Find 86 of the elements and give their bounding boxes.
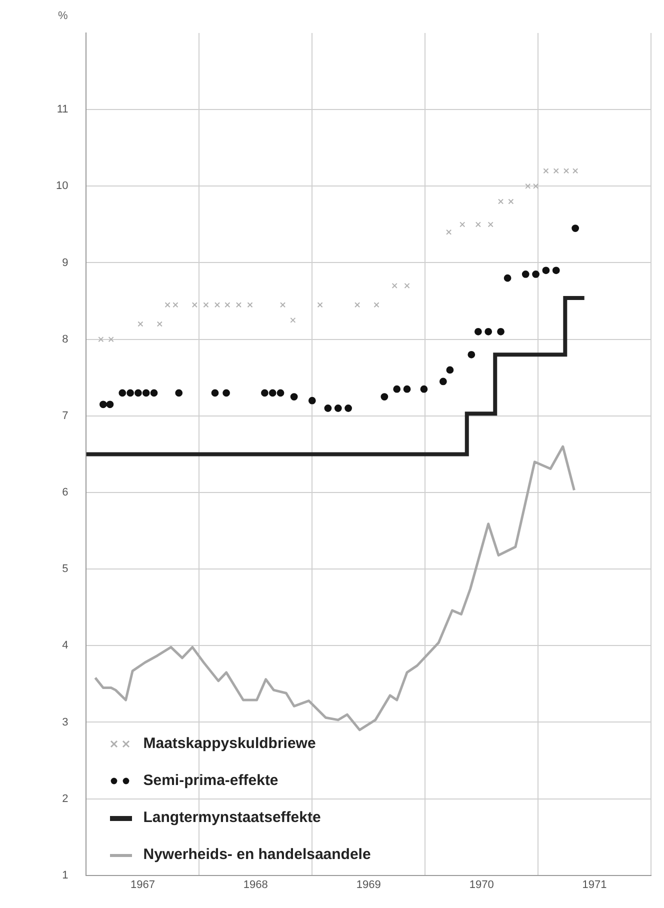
- point: [522, 270, 530, 278]
- point: [261, 389, 268, 397]
- legend-label: Nywerheids- en handelsaandele: [143, 846, 371, 864]
- point: [138, 321, 144, 327]
- point: [118, 389, 126, 397]
- point: [99, 400, 107, 408]
- point: [533, 183, 539, 189]
- point: [572, 224, 580, 232]
- point: [404, 282, 410, 288]
- y-tick-label: 7: [62, 410, 68, 422]
- point: [468, 350, 476, 358]
- x-tick-label: 1970: [469, 879, 494, 892]
- y-tick-label: 3: [62, 716, 68, 728]
- point: [497, 328, 504, 336]
- y-tick-label: 8: [62, 333, 68, 346]
- y-tick-label: 5: [62, 563, 68, 576]
- x-tick-label: 1969: [356, 879, 381, 892]
- legend-label: Maatskappyskuldbriewe: [143, 735, 316, 752]
- point: [475, 222, 481, 228]
- point: [564, 168, 570, 174]
- y-tick-label: 11: [56, 104, 68, 116]
- point: [175, 389, 183, 397]
- x-tick-label: 1967: [130, 879, 155, 892]
- point: [542, 266, 550, 274]
- point: [290, 317, 296, 323]
- point: [525, 183, 531, 189]
- point: [439, 378, 447, 386]
- point: [532, 270, 540, 278]
- point: [380, 393, 388, 400]
- point: [222, 389, 230, 397]
- point: [106, 400, 114, 408]
- point: [280, 302, 286, 308]
- point: [203, 302, 209, 308]
- y-axis-title: %: [58, 10, 68, 22]
- point: [156, 321, 162, 327]
- point: [142, 389, 150, 397]
- point: [317, 302, 323, 308]
- point: [446, 366, 454, 374]
- legend-label: Langtermynstaatseffekte: [143, 809, 321, 826]
- y-tick-label: 2: [62, 792, 68, 805]
- point: [134, 389, 142, 397]
- point: [460, 222, 466, 228]
- point: [446, 229, 452, 235]
- point: [334, 404, 342, 412]
- point: [214, 302, 220, 308]
- point: [488, 222, 494, 228]
- point: [98, 336, 104, 342]
- point: [150, 389, 158, 397]
- y-tick-label: 10: [56, 180, 68, 192]
- point: [498, 198, 504, 204]
- point: [172, 302, 178, 308]
- point: [374, 302, 380, 308]
- point: [224, 302, 230, 308]
- y-tick-label: 9: [62, 256, 68, 269]
- point: [543, 168, 549, 174]
- point: [290, 393, 298, 400]
- point: [393, 385, 401, 393]
- point: [504, 274, 512, 282]
- point: [268, 389, 276, 397]
- point: [484, 328, 492, 336]
- point: [344, 404, 352, 412]
- point: [552, 266, 560, 274]
- x-tick-label: 1971: [582, 879, 607, 892]
- point: [211, 389, 219, 397]
- point: [324, 404, 332, 412]
- point: [308, 396, 316, 404]
- point: [192, 302, 198, 308]
- y-tick-label: 6: [62, 486, 68, 499]
- point: [474, 328, 482, 336]
- point: [403, 385, 411, 393]
- point: [108, 336, 114, 342]
- point: [572, 168, 578, 174]
- y-tick-label: 4: [62, 640, 68, 652]
- point: [392, 282, 398, 288]
- y-tick-label: 1: [62, 869, 68, 882]
- point: [276, 389, 284, 397]
- point: [553, 168, 559, 174]
- legend-label: Semi-prima-effekte: [143, 772, 278, 790]
- point: [236, 302, 242, 308]
- point: [126, 389, 134, 397]
- point: [164, 302, 170, 308]
- point: [508, 198, 514, 204]
- x-tick-label: 1968: [243, 879, 268, 892]
- point: [420, 385, 428, 393]
- point: [354, 302, 360, 308]
- point: [247, 302, 253, 308]
